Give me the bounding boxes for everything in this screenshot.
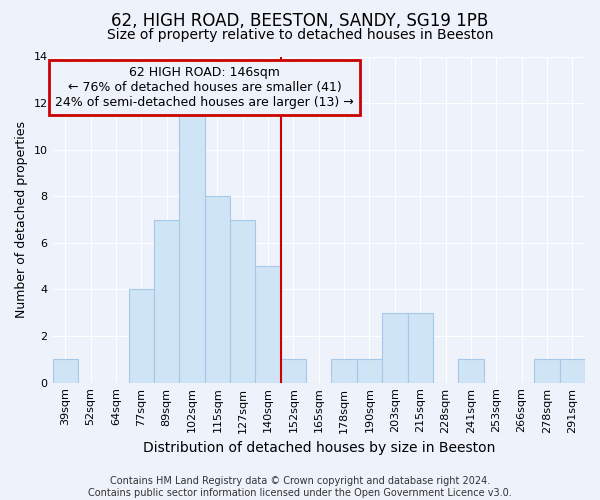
Bar — [331, 360, 357, 382]
Bar — [230, 220, 256, 382]
Bar — [382, 313, 407, 382]
Bar — [205, 196, 230, 382]
Text: Size of property relative to detached houses in Beeston: Size of property relative to detached ho… — [107, 28, 493, 42]
Bar — [53, 360, 78, 382]
Bar — [458, 360, 484, 382]
Y-axis label: Number of detached properties: Number of detached properties — [15, 121, 28, 318]
Text: 62, HIGH ROAD, BEESTON, SANDY, SG19 1PB: 62, HIGH ROAD, BEESTON, SANDY, SG19 1PB — [112, 12, 488, 30]
Bar — [256, 266, 281, 382]
Text: Contains HM Land Registry data © Crown copyright and database right 2024.
Contai: Contains HM Land Registry data © Crown c… — [88, 476, 512, 498]
Bar — [128, 290, 154, 382]
Bar — [154, 220, 179, 382]
Bar — [281, 360, 306, 382]
Bar — [407, 313, 433, 382]
Bar — [534, 360, 560, 382]
X-axis label: Distribution of detached houses by size in Beeston: Distribution of detached houses by size … — [143, 441, 495, 455]
Text: 62 HIGH ROAD: 146sqm
← 76% of detached houses are smaller (41)
24% of semi-detac: 62 HIGH ROAD: 146sqm ← 76% of detached h… — [55, 66, 354, 109]
Bar — [179, 103, 205, 382]
Bar — [357, 360, 382, 382]
Bar — [560, 360, 585, 382]
